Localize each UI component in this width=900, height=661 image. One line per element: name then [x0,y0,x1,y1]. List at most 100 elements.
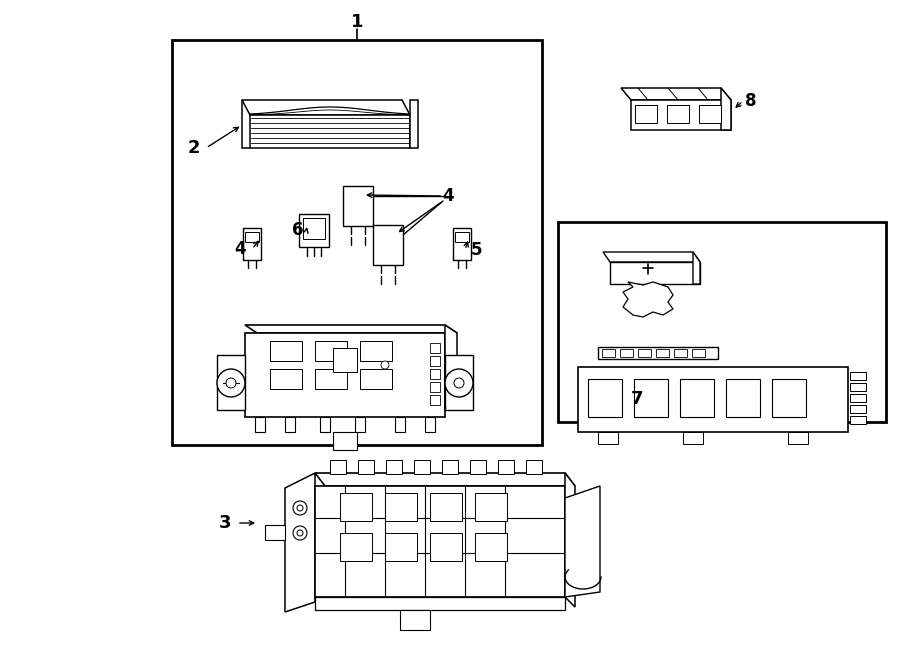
Bar [360,341,392,361]
Circle shape [217,369,245,397]
Bar [355,417,365,432]
Bar [850,383,866,391]
Circle shape [297,505,303,511]
Polygon shape [250,115,410,148]
Bar [692,349,705,357]
Circle shape [454,378,464,388]
Bar [425,417,435,432]
Text: 5: 5 [472,241,482,259]
Text: 1: 1 [351,13,364,31]
Circle shape [445,369,473,397]
Bar [315,369,347,389]
Bar [373,225,403,265]
Bar [430,382,440,392]
Bar [358,460,374,474]
Bar [578,367,848,432]
Bar [674,349,687,357]
Bar [470,460,486,474]
Bar [558,222,886,422]
Circle shape [297,530,303,536]
Bar [430,493,462,521]
Bar [245,232,259,242]
Bar [386,460,402,474]
Bar [430,343,440,353]
Bar [850,394,866,402]
Bar [680,379,714,417]
Bar [598,347,718,359]
Bar [255,417,265,432]
Bar [850,372,866,380]
Bar [330,460,346,474]
Bar [340,493,372,521]
Bar [243,228,261,260]
Bar [343,186,373,226]
Bar [430,356,440,366]
Bar [430,369,440,379]
Bar [430,395,440,405]
Bar [360,369,392,389]
Text: 2: 2 [188,139,200,157]
Bar [602,349,615,357]
Polygon shape [315,473,575,486]
Bar [598,432,618,444]
Bar [667,105,689,123]
Bar [270,369,302,389]
Bar [453,228,471,260]
Polygon shape [265,525,285,540]
Polygon shape [245,333,445,417]
Polygon shape [217,355,245,410]
Bar [385,533,417,561]
Bar [400,610,430,630]
Text: 7: 7 [631,390,644,408]
Bar [699,105,721,123]
Bar [442,460,458,474]
Bar [414,460,430,474]
Bar [299,214,329,247]
Polygon shape [693,252,700,284]
Polygon shape [565,473,575,607]
Polygon shape [621,88,731,100]
Bar [526,460,542,474]
Bar [620,349,633,357]
Bar [788,432,808,444]
Bar [333,348,357,372]
Polygon shape [242,100,410,115]
Bar [683,432,703,444]
Bar [340,533,372,561]
Bar [172,40,542,445]
Text: 3: 3 [219,514,231,532]
Bar [385,493,417,521]
Polygon shape [315,597,565,610]
Bar [430,533,462,561]
Polygon shape [565,486,600,597]
Circle shape [381,361,389,369]
Bar [850,405,866,413]
Circle shape [293,526,307,540]
Polygon shape [445,325,457,409]
Bar [455,232,469,242]
Circle shape [226,378,236,388]
Text: 4: 4 [234,240,246,258]
Bar [320,417,330,432]
Bar [498,460,514,474]
Polygon shape [410,100,418,148]
Bar [333,432,357,450]
Text: 8: 8 [745,92,757,110]
Text: 4: 4 [442,187,454,205]
Text: 6: 6 [292,221,304,239]
Polygon shape [721,88,731,130]
Polygon shape [631,100,731,130]
Polygon shape [610,262,700,284]
Bar [726,379,760,417]
Bar [772,379,806,417]
Bar [475,493,507,521]
Bar [634,379,668,417]
Polygon shape [623,282,673,317]
Bar [638,349,651,357]
Bar [303,218,325,239]
Polygon shape [445,355,473,410]
Bar [635,105,657,123]
Polygon shape [285,473,315,612]
Bar [588,379,622,417]
Circle shape [293,501,307,515]
